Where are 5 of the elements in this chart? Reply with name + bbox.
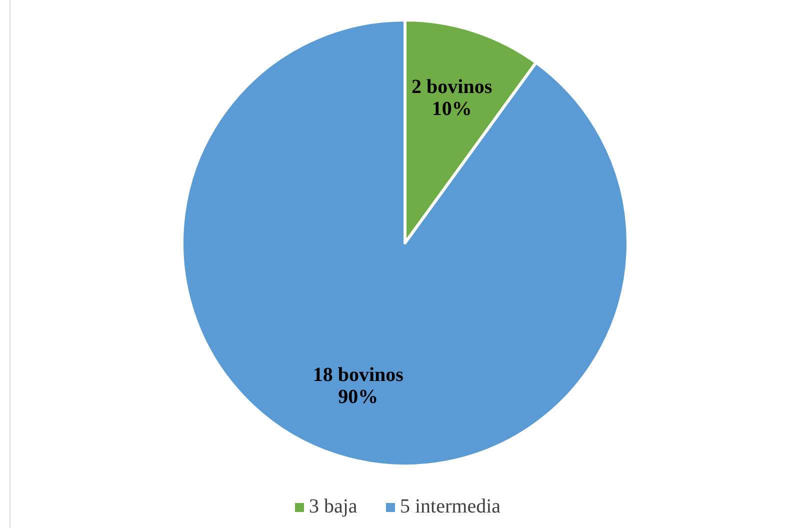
legend-label: 5 intermedia (400, 496, 501, 518)
data-label: 2 bovinos 10% (412, 75, 492, 120)
pie-slice (180, 18, 630, 468)
data-label: 18 bovinos 90% (312, 364, 404, 408)
legend-label: 3 baja (309, 496, 358, 518)
